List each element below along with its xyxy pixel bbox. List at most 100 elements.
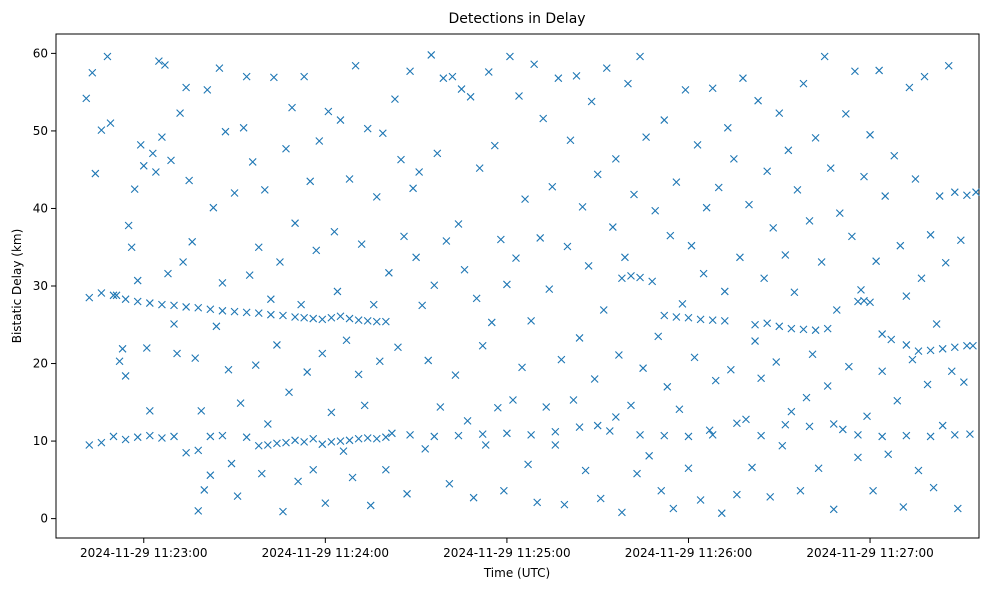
data-point-180 — [318, 349, 327, 358]
y-axis: 0 10 20 30 40 50 60 — [33, 46, 56, 526]
data-point-74 — [829, 420, 838, 428]
data-point-206 — [397, 155, 405, 164]
data-point-280 — [621, 253, 629, 262]
chart-title: Detections in Delay — [448, 11, 585, 27]
data-point-256 — [548, 182, 557, 191]
data-point-175 — [303, 368, 312, 376]
data-point-320 — [742, 415, 750, 424]
data-point-13 — [242, 308, 251, 317]
data-point-19 — [309, 314, 318, 323]
data-point-54 — [372, 434, 381, 443]
data-point-59 — [478, 430, 487, 438]
data-point-227 — [460, 265, 469, 274]
data-point-52 — [354, 434, 363, 443]
data-point-21 — [327, 313, 336, 322]
data-point-20 — [318, 315, 327, 324]
data-point-244 — [512, 254, 520, 262]
data-point-223 — [448, 72, 457, 81]
data-point-243 — [509, 396, 517, 404]
data-point-179 — [315, 137, 324, 145]
data-point-114 — [118, 344, 127, 353]
data-point-14 — [254, 309, 263, 318]
data-point-157 — [248, 158, 257, 166]
data-point-92 — [787, 324, 796, 333]
x-axis-label: Time (UTC) — [483, 566, 550, 580]
data-point-282 — [627, 401, 635, 410]
data-point-166 — [276, 258, 284, 266]
data-point-115 — [121, 372, 130, 380]
data-point-141 — [200, 486, 209, 494]
data-point-29 — [97, 438, 106, 447]
data-point-384 — [935, 192, 944, 200]
data-point-348 — [826, 164, 835, 173]
data-point-232 — [475, 164, 484, 173]
data-point-361 — [866, 130, 874, 139]
data-point-264 — [572, 71, 581, 80]
data-point-265 — [575, 334, 584, 342]
data-point-154 — [239, 123, 248, 132]
data-point-10 — [206, 305, 215, 314]
data-point-42 — [263, 441, 272, 449]
data-point-33 — [145, 431, 154, 440]
data-point-193 — [357, 240, 366, 249]
data-point-220 — [439, 74, 448, 83]
data-point-95 — [823, 324, 832, 333]
data-point-366 — [881, 192, 890, 200]
data-point-333 — [781, 251, 790, 259]
data-point-212 — [415, 168, 424, 176]
data-point-237 — [490, 141, 499, 150]
data-point-143 — [206, 471, 215, 480]
data-point-365 — [878, 367, 887, 376]
data-point-67 — [660, 431, 669, 440]
data-point-383 — [932, 320, 941, 328]
data-point-77 — [902, 431, 911, 440]
data-point-71 — [757, 431, 765, 440]
data-point-215 — [424, 356, 433, 365]
data-point-153 — [236, 399, 245, 407]
data-point-31 — [121, 435, 130, 444]
data-point-182 — [324, 107, 333, 116]
data-point-63 — [575, 423, 584, 432]
data-point-140 — [197, 406, 206, 415]
data-point-390 — [953, 504, 962, 513]
data-point-284 — [633, 469, 641, 478]
data-point-150 — [227, 459, 236, 468]
data-point-192 — [354, 370, 363, 379]
data-point-177 — [309, 465, 318, 474]
data-point-123 — [145, 406, 154, 415]
x-tick-label-4: 2024-11-29 11:27:00 — [806, 546, 933, 560]
data-point-221 — [442, 237, 451, 245]
data-point-258 — [554, 74, 563, 83]
data-point-326 — [760, 274, 769, 283]
data-point-356 — [851, 67, 859, 76]
data-point-34 — [158, 434, 166, 442]
data-point-99 — [878, 330, 887, 338]
data-point-78 — [926, 432, 935, 441]
data-point-110 — [103, 52, 112, 61]
data-point-213 — [418, 301, 427, 310]
data-point-119 — [133, 276, 142, 285]
data-point-107 — [88, 68, 97, 77]
data-point-300 — [681, 85, 690, 94]
data-point-124 — [148, 149, 157, 158]
data-point-83 — [660, 311, 669, 320]
data-point-347 — [823, 382, 832, 390]
data-point-303 — [690, 353, 699, 362]
data-point-381 — [926, 230, 935, 239]
data-point-373 — [902, 292, 911, 300]
data-point-382 — [929, 483, 938, 492]
data-point-393 — [963, 191, 971, 200]
data-point-321 — [745, 200, 753, 209]
data-point-318 — [736, 253, 744, 262]
y-tick-label-4: 40 — [33, 201, 48, 215]
data-point-144 — [209, 203, 218, 212]
data-point-327 — [763, 167, 772, 176]
data-point-343 — [811, 134, 820, 142]
data-point-194 — [360, 401, 369, 410]
data-point-376 — [911, 175, 920, 183]
data-point-307 — [702, 203, 711, 212]
data-point-183 — [327, 408, 336, 417]
data-point-342 — [808, 350, 817, 359]
data-point-159 — [254, 243, 263, 252]
